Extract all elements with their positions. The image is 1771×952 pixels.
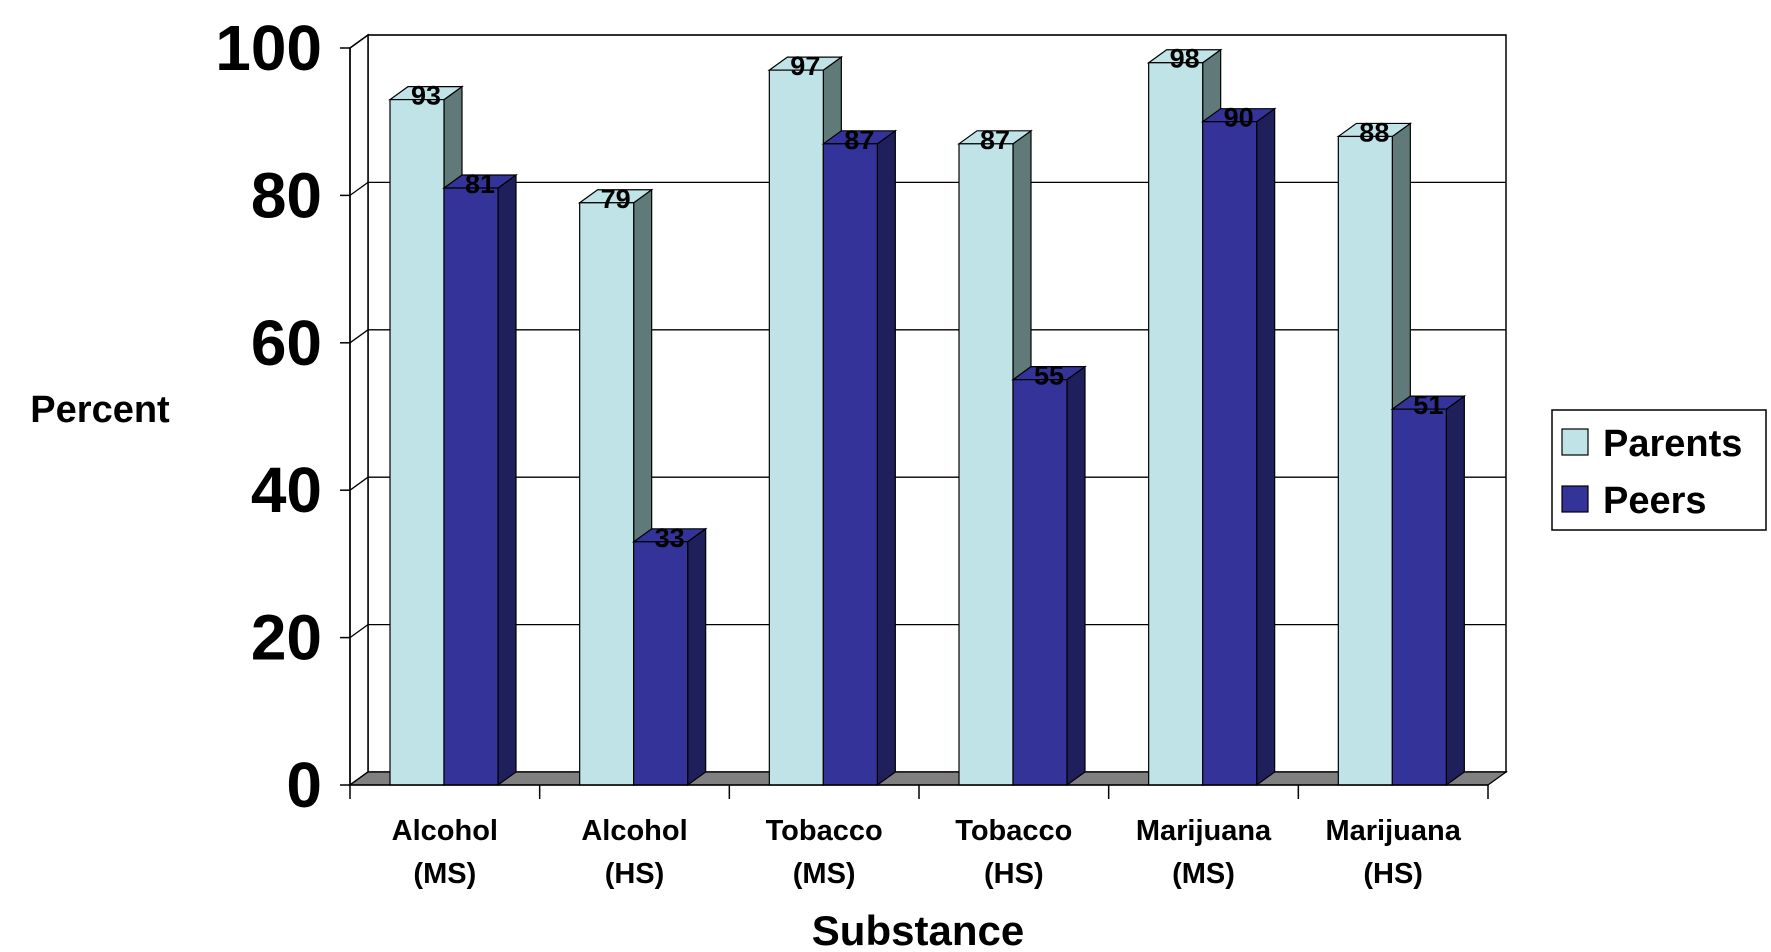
data-label: 55 (1034, 361, 1064, 391)
plot-back-wall (349, 33, 1507, 787)
legend-label: Peers (1603, 480, 1707, 522)
bar-side (497, 173, 517, 787)
plot-side-wall (349, 33, 369, 787)
bar-front (1391, 408, 1447, 786)
bar-front (768, 69, 824, 786)
bar-side (687, 527, 707, 787)
bar-front (958, 143, 1014, 786)
bar (1336, 122, 1413, 787)
data-label: 93 (411, 81, 441, 111)
bar-side (1066, 365, 1086, 787)
y-tick-label: 100 (215, 12, 322, 84)
data-label: 97 (790, 51, 820, 81)
bar-front (1202, 121, 1258, 786)
data-label: 87 (980, 125, 1010, 155)
x-tick-label: Alcohol (MS) (392, 815, 498, 890)
y-tick-labels: 0 20 40 60 80 100 (215, 12, 322, 821)
bar-side (1256, 107, 1276, 787)
bar-side (1445, 394, 1465, 787)
bar-front (389, 98, 445, 786)
y-tick-label: 0 (286, 749, 322, 821)
bars: 93 81 79 33 97 87 87 55 98 90 88 51 (388, 44, 1467, 787)
x-tick-label: Tobacco (HS) (955, 815, 1072, 890)
legend-swatch (1561, 428, 1589, 456)
data-label: 33 (655, 523, 685, 553)
legend-label: Parents (1603, 423, 1742, 465)
bar-front (1148, 62, 1204, 786)
plot-floor (347, 771, 1509, 786)
x-tick-label: Alcohol (HS) (581, 815, 687, 890)
bar (1390, 394, 1467, 787)
bar-front (633, 541, 689, 786)
gridline-side (349, 181, 369, 196)
x-tick-label: Marijuana (HS) (1325, 815, 1461, 890)
data-label: 98 (1170, 44, 1200, 74)
bar (821, 129, 898, 787)
bar-front (443, 187, 499, 786)
y-axis-title: Percent (30, 389, 170, 431)
data-label: 88 (1359, 117, 1389, 147)
x-tick-label: Marijuana (MS) (1136, 815, 1272, 890)
bar (631, 527, 708, 787)
x-tick-labels: Alcohol (MS) Alcohol (HS) Tobacco (MS) Tobacco… (392, 815, 1462, 890)
data-label: 81 (465, 169, 495, 199)
legend-swatch (1561, 485, 1589, 513)
floor-plane (347, 771, 1509, 786)
bar-side (876, 129, 896, 787)
bar-front (1012, 379, 1068, 786)
bar-front (1337, 135, 1393, 786)
y-tick-label: 60 (251, 307, 322, 379)
bar (442, 173, 518, 787)
gridline-side (349, 624, 369, 639)
data-label: 87 (844, 125, 874, 155)
gridlines (349, 34, 1506, 786)
gridline-side (349, 34, 369, 49)
gridline-side (349, 329, 369, 344)
bar (1011, 365, 1087, 787)
plot-area-frame (367, 34, 1507, 773)
x-tick-label: Tobacco (MS) (766, 815, 883, 890)
bar (1200, 107, 1277, 787)
y-tick-label: 20 (251, 602, 322, 674)
bar-front (822, 143, 878, 786)
data-label: 51 (1413, 390, 1443, 420)
data-label: 79 (601, 184, 631, 214)
data-label: 90 (1224, 103, 1254, 133)
gridline-side (349, 476, 369, 491)
axes (340, 47, 1489, 799)
x-axis-title: Substance (812, 907, 1024, 952)
bar-front (579, 202, 635, 786)
y-tick-label: 80 (251, 159, 322, 231)
legend: Parents Peers (1551, 409, 1767, 531)
y-tick-label: 40 (251, 454, 322, 526)
